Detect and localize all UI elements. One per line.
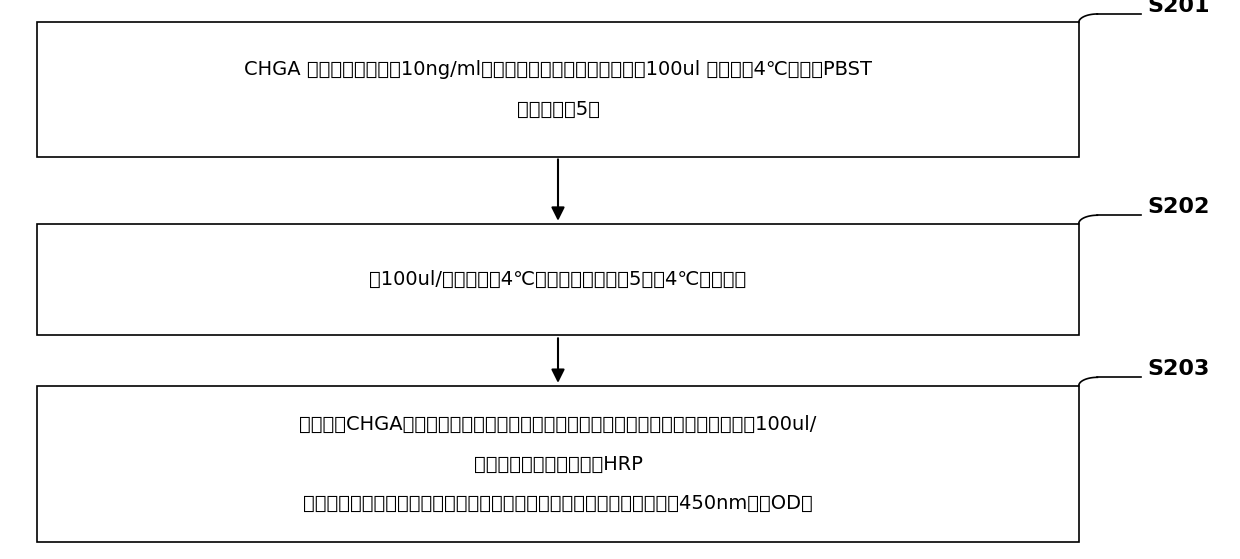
Bar: [37, 22, 1079, 157]
Text: 酶标二抗后，分别加入底物显色液，终止液终止显色，应用酶标仪，测定450nm波长OD值: 酶标二抗后，分别加入底物显色液，终止液终止显色，应用酶标仪，测定450nm波长O…: [303, 494, 813, 513]
Text: S201: S201: [1147, 0, 1209, 16]
Text: 加100ul/孔封闭液，4℃过夜，洗涤液洗涤5次，4℃冰箱保存: 加100ul/孔封闭液，4℃过夜，洗涤液洗涤5次，4℃冰箱保存: [370, 270, 746, 289]
Text: S203: S203: [1147, 359, 1209, 379]
Text: 孔；依次加入酶标二抗及HRP: 孔；依次加入酶标二抗及HRP: [474, 454, 642, 473]
Text: 洗涤液洗涤5次: 洗涤液洗涤5次: [517, 100, 599, 119]
Text: S202: S202: [1147, 197, 1209, 217]
Text: 应用购置CHGA标准品，倍比稀释，设置空白对照，与病人血浆分别加入不同孔中，100ul/: 应用购置CHGA标准品，倍比稀释，设置空白对照，与病人血浆分别加入不同孔中，10…: [299, 415, 817, 434]
Text: CHGA 单克隆抗体浓度为10ng/ml，酶标板微反应孔中，每孔加入100ul 包被液，4℃过夜，PBST: CHGA 单克隆抗体浓度为10ng/ml，酶标板微反应孔中，每孔加入100ul …: [244, 60, 872, 79]
Bar: [37, 224, 1079, 335]
Bar: [37, 386, 1079, 542]
